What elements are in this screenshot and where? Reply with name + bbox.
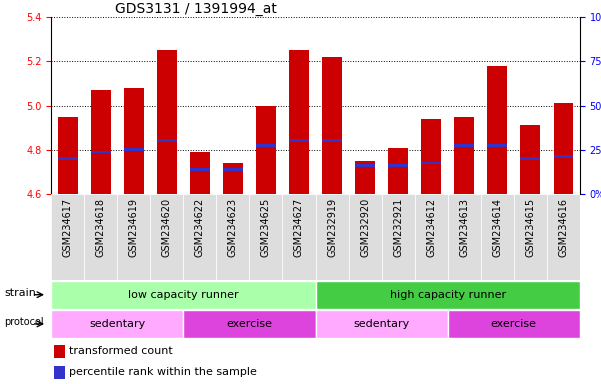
Bar bbox=[514, 194, 547, 280]
Text: sedentary: sedentary bbox=[353, 319, 410, 329]
Bar bbox=[388, 147, 408, 194]
Bar bbox=[91, 90, 111, 194]
Bar bbox=[481, 194, 514, 280]
Bar bbox=[349, 194, 382, 280]
Bar bbox=[316, 194, 349, 280]
Text: low capacity runner: low capacity runner bbox=[128, 290, 239, 300]
Bar bbox=[421, 119, 441, 194]
Bar bbox=[448, 310, 580, 338]
Bar bbox=[58, 157, 78, 160]
Bar bbox=[355, 161, 375, 194]
Text: GSM234614: GSM234614 bbox=[492, 198, 502, 257]
Text: percentile rank within the sample: percentile rank within the sample bbox=[69, 367, 257, 377]
Bar bbox=[117, 194, 150, 280]
Bar bbox=[223, 168, 243, 171]
Bar bbox=[322, 57, 342, 194]
Text: GSM234616: GSM234616 bbox=[558, 198, 569, 257]
Text: protocol: protocol bbox=[4, 318, 44, 328]
Bar bbox=[388, 164, 408, 167]
Bar bbox=[150, 194, 183, 280]
Bar bbox=[249, 194, 282, 280]
Text: exercise: exercise bbox=[227, 319, 272, 329]
Bar bbox=[256, 106, 276, 194]
Text: GSM232919: GSM232919 bbox=[327, 198, 337, 257]
Text: GSM234622: GSM234622 bbox=[195, 198, 205, 258]
Bar bbox=[183, 310, 316, 338]
Text: exercise: exercise bbox=[491, 319, 537, 329]
Text: sedentary: sedentary bbox=[89, 319, 145, 329]
Bar bbox=[520, 157, 540, 160]
Bar bbox=[223, 163, 243, 194]
Text: high capacity runner: high capacity runner bbox=[389, 290, 506, 300]
Text: GSM234612: GSM234612 bbox=[426, 198, 436, 257]
Bar bbox=[547, 194, 580, 280]
Text: transformed count: transformed count bbox=[69, 346, 173, 356]
Bar bbox=[289, 139, 309, 142]
Text: GSM234617: GSM234617 bbox=[63, 198, 73, 257]
Text: GSM234615: GSM234615 bbox=[525, 198, 535, 257]
Text: GDS3131 / 1391994_at: GDS3131 / 1391994_at bbox=[115, 2, 276, 16]
Bar bbox=[520, 126, 540, 194]
Bar bbox=[487, 144, 507, 147]
Bar bbox=[124, 148, 144, 151]
Bar bbox=[355, 164, 375, 167]
Bar bbox=[454, 117, 474, 194]
Text: GSM234619: GSM234619 bbox=[129, 198, 139, 257]
Bar bbox=[51, 194, 84, 280]
Bar bbox=[322, 139, 342, 142]
Text: GSM232921: GSM232921 bbox=[393, 198, 403, 258]
Bar bbox=[316, 310, 448, 338]
Bar bbox=[289, 50, 309, 194]
Text: GSM234625: GSM234625 bbox=[261, 198, 271, 258]
Bar bbox=[54, 345, 65, 358]
Text: GSM232920: GSM232920 bbox=[360, 198, 370, 258]
Bar bbox=[54, 366, 65, 379]
Bar bbox=[316, 281, 580, 309]
Bar bbox=[183, 194, 216, 280]
Bar bbox=[51, 310, 183, 338]
Bar bbox=[58, 117, 78, 194]
Bar bbox=[157, 139, 177, 142]
Bar bbox=[124, 88, 144, 194]
Bar bbox=[190, 168, 210, 171]
Bar bbox=[91, 151, 111, 153]
Bar bbox=[84, 194, 117, 280]
Text: GSM234623: GSM234623 bbox=[228, 198, 238, 257]
Bar bbox=[554, 155, 573, 158]
Bar bbox=[216, 194, 249, 280]
Bar bbox=[190, 152, 210, 194]
Text: GSM234627: GSM234627 bbox=[294, 198, 304, 258]
Bar bbox=[454, 144, 474, 147]
Bar bbox=[382, 194, 415, 280]
Bar bbox=[448, 194, 481, 280]
Bar bbox=[282, 194, 316, 280]
Bar bbox=[157, 50, 177, 194]
Bar bbox=[51, 281, 316, 309]
Bar bbox=[256, 144, 276, 147]
Text: GSM234618: GSM234618 bbox=[96, 198, 106, 257]
Bar bbox=[554, 103, 573, 194]
Bar bbox=[415, 194, 448, 280]
Text: GSM234620: GSM234620 bbox=[162, 198, 172, 257]
Bar bbox=[487, 66, 507, 194]
Text: strain: strain bbox=[4, 288, 36, 298]
Text: GSM234613: GSM234613 bbox=[459, 198, 469, 257]
Bar bbox=[421, 162, 441, 164]
